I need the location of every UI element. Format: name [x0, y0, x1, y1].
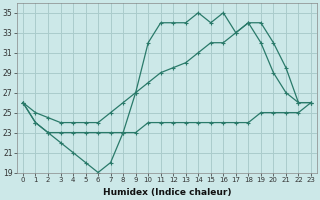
- X-axis label: Humidex (Indice chaleur): Humidex (Indice chaleur): [103, 188, 231, 197]
